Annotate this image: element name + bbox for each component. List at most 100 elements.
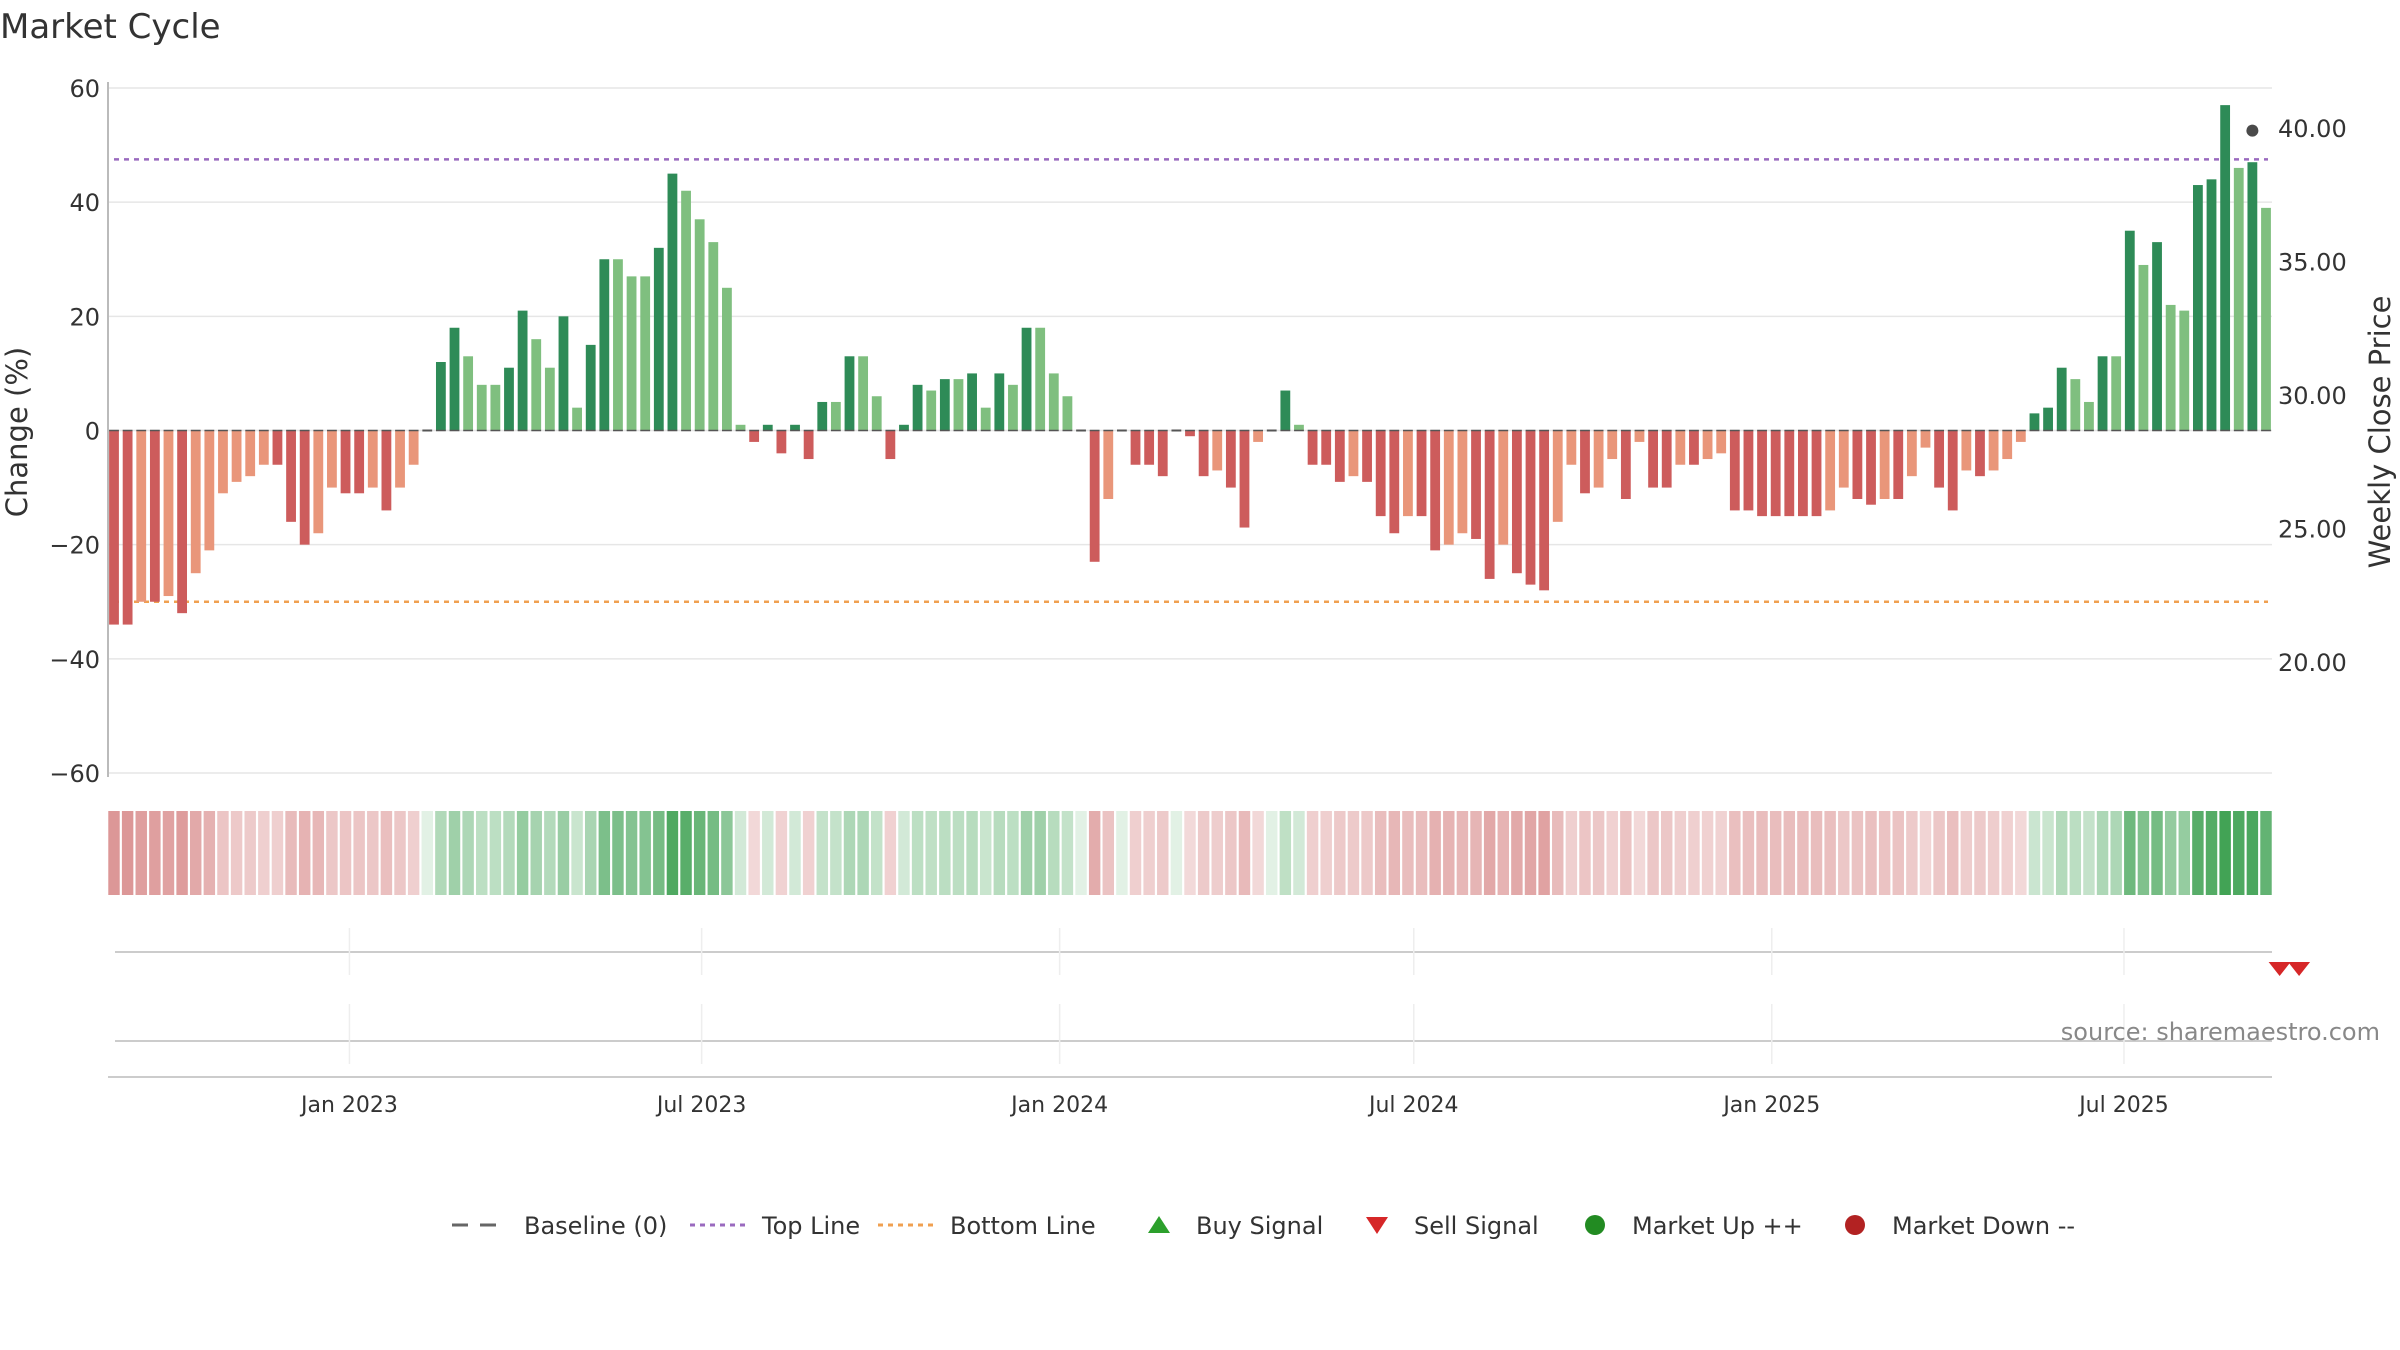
heat-cell xyxy=(2096,811,2109,895)
heat-cell xyxy=(448,811,461,895)
heat-cell xyxy=(476,811,488,895)
bar xyxy=(190,430,201,574)
heat-cell xyxy=(1715,811,1727,895)
bar xyxy=(2220,105,2231,431)
heat-cell xyxy=(312,811,325,895)
heat-cell xyxy=(367,811,379,895)
bar xyxy=(231,430,242,482)
heat-cell xyxy=(843,811,856,895)
bar xyxy=(1089,430,1100,562)
bar xyxy=(531,339,542,431)
bar xyxy=(218,430,228,494)
bar xyxy=(1511,430,1522,574)
heat-cell xyxy=(1075,811,1087,895)
heat-cell xyxy=(1470,811,1482,895)
bar xyxy=(2138,264,2149,431)
heat-cell xyxy=(1565,811,1578,895)
heat-cell xyxy=(1783,811,1796,895)
y-tick-label: −40 xyxy=(49,646,100,674)
y-tick-label: 60 xyxy=(69,75,100,103)
heat-cell xyxy=(557,811,570,895)
heat-cell xyxy=(1266,811,1278,895)
bar xyxy=(871,396,882,431)
heat-cell xyxy=(1143,811,1155,895)
bar xyxy=(926,390,937,431)
heat-cell xyxy=(516,811,529,895)
heat-cell xyxy=(639,811,651,895)
heat-cell xyxy=(1402,811,1414,895)
bar xyxy=(2165,304,2176,431)
bar xyxy=(490,384,501,431)
bar xyxy=(1852,430,1863,499)
heat-cell xyxy=(1129,811,1142,895)
bar xyxy=(1675,430,1686,465)
bar xyxy=(463,356,474,431)
bar xyxy=(1838,430,1849,488)
heat-cell xyxy=(1838,811,1850,895)
bar xyxy=(1620,430,1631,499)
bar xyxy=(1593,430,1604,488)
heat-cell xyxy=(271,811,284,895)
heat-cell xyxy=(244,811,256,895)
heat-cell xyxy=(190,811,202,895)
bar xyxy=(626,276,637,431)
bar xyxy=(1021,327,1032,431)
heat-cell xyxy=(1647,811,1659,895)
heat-cell xyxy=(2233,811,2245,895)
bar xyxy=(258,430,269,465)
bar xyxy=(1634,430,1645,442)
bar xyxy=(899,424,909,431)
heat-cell xyxy=(802,811,815,895)
heat-cell xyxy=(1701,811,1714,895)
heat-cell xyxy=(1170,811,1183,895)
heat-cell xyxy=(2137,811,2150,895)
heat-cell xyxy=(1061,811,1074,895)
x-tick-label: Jan 2023 xyxy=(299,1093,398,1118)
heat-cell xyxy=(421,811,433,895)
bar xyxy=(967,373,977,431)
heat-cell xyxy=(1374,811,1387,895)
heat-cell xyxy=(1497,811,1509,895)
heat-cell xyxy=(680,811,692,895)
heat-cell xyxy=(2110,811,2122,895)
heat-cell xyxy=(1633,811,1646,895)
bar xyxy=(844,356,855,431)
bar xyxy=(735,424,746,431)
legend-label: Market Up ++ xyxy=(1632,1212,1803,1240)
heat-cell xyxy=(1933,811,1945,895)
heat-cell xyxy=(721,811,733,895)
bar xyxy=(1403,430,1413,517)
heat-cell xyxy=(693,811,706,895)
bar xyxy=(449,327,460,431)
bar xyxy=(1539,430,1550,591)
bar xyxy=(585,344,596,431)
bar xyxy=(1798,430,1808,517)
heat-cell xyxy=(1102,811,1114,895)
bar xyxy=(1280,390,1291,431)
heat-cell xyxy=(1606,811,1618,895)
heat-cell xyxy=(1729,811,1741,895)
heat-cell xyxy=(2192,811,2204,895)
bar xyxy=(272,430,283,465)
y-tick-label: 40 xyxy=(69,189,100,217)
heat-cell xyxy=(612,811,624,895)
bar xyxy=(980,407,991,431)
bar xyxy=(1607,430,1618,460)
bar xyxy=(708,242,719,431)
bar xyxy=(1975,430,1985,477)
bar xyxy=(1484,430,1495,579)
x-tick-label: Jan 2025 xyxy=(1721,1093,1820,1118)
bar xyxy=(1566,430,1577,465)
heat-cell xyxy=(2205,811,2218,895)
heat-cell xyxy=(380,811,393,895)
heat-cell xyxy=(1048,811,1060,895)
bar xyxy=(367,430,378,488)
heat-cell xyxy=(857,811,869,895)
heat-cell xyxy=(1878,811,1891,895)
heat-cell xyxy=(1020,811,1033,895)
bar xyxy=(2070,379,2081,431)
y-right-tick-label: 35.00 xyxy=(2278,249,2347,277)
y-right-tick-label: 40.00 xyxy=(2278,115,2347,143)
heat-cell xyxy=(979,811,992,895)
heat-cell xyxy=(571,811,583,895)
